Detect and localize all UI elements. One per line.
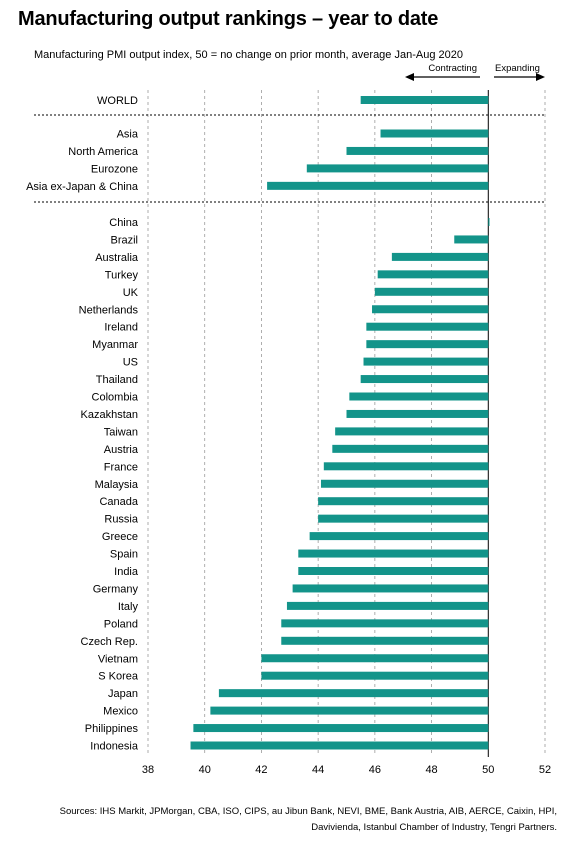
category-label: UK <box>123 287 139 299</box>
bar-world <box>360 96 489 104</box>
x-tick-label: 44 <box>312 764 324 776</box>
chart-title: Manufacturing output rankings – year to … <box>18 8 439 30</box>
category-label: Myanmar <box>92 339 138 351</box>
category-label: Russia <box>104 514 139 526</box>
bar-germany <box>292 584 489 593</box>
contracting-label: Contracting <box>428 63 477 74</box>
category-label: Spain <box>110 549 138 561</box>
bar-kazakhstan <box>346 409 489 418</box>
bar-austria <box>332 444 489 453</box>
category-label: Asia <box>117 129 139 141</box>
expanding-label: Expanding <box>495 63 540 74</box>
sources-note: Sources: IHS Markit, JPMorgan, CBA, ISO,… <box>59 806 557 833</box>
bar-greece <box>309 532 489 541</box>
bar-france <box>323 462 489 471</box>
x-tick-label: 46 <box>369 764 381 776</box>
bar-italy <box>286 601 489 610</box>
category-label: Poland <box>104 618 138 630</box>
category-label: Colombia <box>92 392 139 404</box>
bar-india <box>298 567 489 575</box>
bar-brazil <box>454 235 489 244</box>
x-tick-labels: 38 40 42 44 46 48 50 52 <box>142 764 551 776</box>
bar-russia <box>318 514 489 523</box>
category-label: WORLD <box>97 95 138 107</box>
chart-subtitle: Manufacturing PMI output index, 50 = no … <box>34 49 463 61</box>
category-label: S Korea <box>98 671 139 683</box>
x-tick-label: 48 <box>425 764 437 776</box>
bar-chart: WORLD Asia North America Eurozone Asia ex-Ja… <box>26 63 551 776</box>
category-label: Eurozone <box>91 163 138 175</box>
bar-indonesia <box>190 741 489 750</box>
bar-thailand <box>360 375 489 384</box>
category-label: France <box>104 461 138 473</box>
category-label: Austria <box>104 444 139 456</box>
category-label: Netherlands <box>79 304 139 316</box>
bars <box>190 96 490 750</box>
category-label: US <box>123 357 138 369</box>
category-label: Greece <box>102 531 138 543</box>
bar-china <box>488 218 490 226</box>
x-tick-label: 50 <box>482 764 494 776</box>
category-label: Canada <box>99 496 138 508</box>
category-label: Czech Rep. <box>81 636 138 648</box>
bar-spain <box>298 549 489 558</box>
category-label: Malaysia <box>95 479 139 491</box>
category-label: Ireland <box>104 322 138 334</box>
category-label: Turkey <box>105 269 139 281</box>
category-label: Germany <box>93 583 139 595</box>
bar-asia <box>380 129 489 138</box>
bar-japan <box>218 689 489 698</box>
bar-uk <box>374 287 489 296</box>
category-label: Taiwan <box>104 426 138 438</box>
category-label: Philippines <box>85 723 139 735</box>
x-tick-label: 42 <box>255 764 267 776</box>
x-tick-label: 38 <box>142 764 154 776</box>
bar-colombia <box>349 392 489 401</box>
bar-netherlands <box>372 305 489 314</box>
bar-turkey <box>377 270 489 279</box>
x-tick-label: 40 <box>199 764 211 776</box>
expanding-arrowhead <box>536 73 545 81</box>
bar-czech-rep- <box>281 636 489 645</box>
category-label: North America <box>68 146 139 158</box>
bar-asia-ex-japan-china <box>267 181 489 190</box>
contracting-arrowhead <box>405 73 414 81</box>
category-label: China <box>109 217 139 229</box>
group-separators <box>34 114 545 203</box>
bar-philippines <box>193 724 489 733</box>
bar-myanmar <box>366 340 489 349</box>
bar-us <box>363 357 489 366</box>
category-label: Italy <box>118 601 139 613</box>
bar-malaysia <box>320 479 489 488</box>
bar-ireland <box>366 322 489 331</box>
bar-north-america <box>346 146 489 155</box>
bar-canada <box>318 497 489 506</box>
bar-vietnam <box>261 654 489 663</box>
bar-australia <box>391 252 489 261</box>
x-tick-label: 52 <box>539 764 551 776</box>
category-labels: WORLD Asia North America Eurozone Asia ex-Ja… <box>26 95 139 753</box>
category-label: Asia ex-Japan & China <box>26 181 139 193</box>
gridlines <box>147 90 546 757</box>
bar-eurozone <box>306 164 489 173</box>
category-label: Thailand <box>96 374 138 386</box>
category-label: Brazil <box>110 234 138 246</box>
category-label: Indonesia <box>90 741 139 753</box>
bar-taiwan <box>335 427 489 436</box>
bar-poland <box>281 619 489 628</box>
bar-mexico <box>210 706 489 715</box>
direction-indicator: Contracting Expanding <box>405 63 545 81</box>
category-label: India <box>114 566 139 578</box>
category-label: Kazakhstan <box>81 409 138 421</box>
category-label: Australia <box>95 252 139 264</box>
category-label: Mexico <box>103 706 138 718</box>
category-label: Vietnam <box>98 653 138 665</box>
category-label: Japan <box>108 688 138 700</box>
bar-s-korea <box>261 671 489 680</box>
